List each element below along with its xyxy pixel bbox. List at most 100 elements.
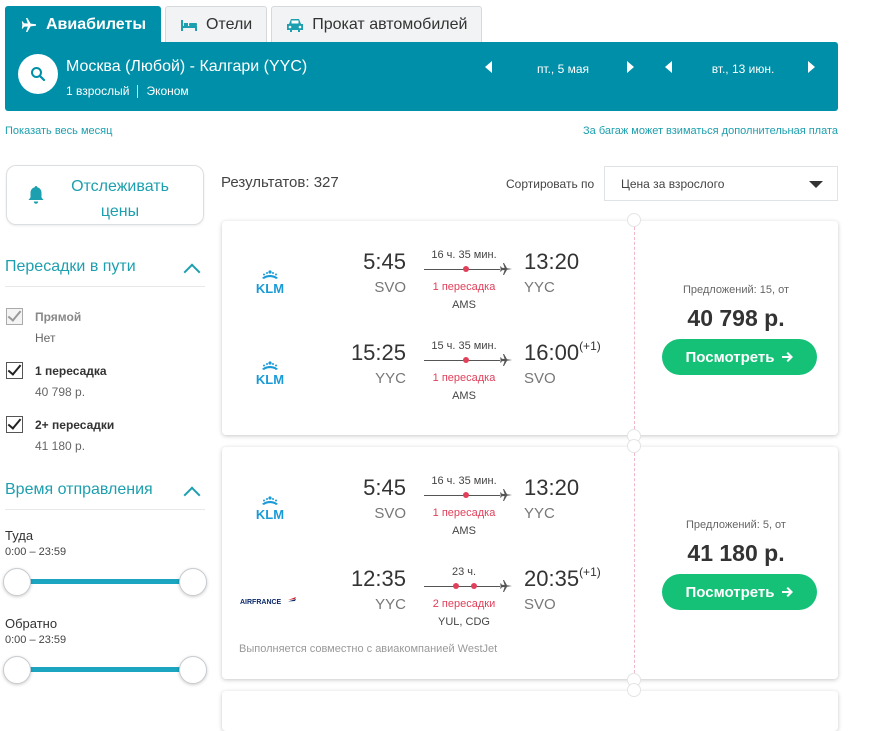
departure-airport: YYC bbox=[375, 370, 406, 387]
show-month-link[interactable]: Показать весь месяц bbox=[5, 125, 113, 137]
tab-flights[interactable]: Авиабилеты bbox=[5, 6, 161, 42]
stops-option-two-price: 41 180 р. bbox=[35, 439, 86, 453]
return-next-arrow-icon[interactable] bbox=[808, 61, 815, 73]
stops-count: 2 пересадки bbox=[432, 598, 496, 610]
result-card[interactable]: KLM 5:45 SVO 16 ч. 35 мин. 1 пересадка A… bbox=[222, 439, 838, 687]
baggage-fee-link[interactable]: За багаж может взиматься дополнительная … bbox=[583, 125, 838, 137]
result-card[interactable] bbox=[222, 683, 838, 731]
return-date[interactable]: вт., 13 июн. bbox=[711, 62, 775, 76]
departure-time: 5:45 bbox=[363, 475, 406, 500]
flight-duration: 15 ч. 35 мин. bbox=[431, 340, 497, 352]
checkbox-one-stop[interactable] bbox=[6, 361, 23, 379]
bed-icon bbox=[180, 16, 198, 34]
chevron-down-icon bbox=[809, 181, 823, 188]
outbound-slider-min-handle[interactable] bbox=[3, 568, 31, 596]
klm-logo-text: KLM bbox=[256, 281, 284, 296]
departure-airport: YYC bbox=[375, 596, 406, 613]
track-prices-label: Отслеживать цены bbox=[71, 178, 169, 220]
depart-date[interactable]: пт., 5 мая bbox=[536, 62, 590, 76]
departure-time: 15:25 bbox=[350, 340, 406, 365]
route-text[interactable]: Москва (Любой) - Калгари (YYC) bbox=[66, 58, 308, 75]
arrival-airport: SVO bbox=[524, 370, 556, 387]
checkbox-direct[interactable] bbox=[6, 307, 23, 325]
stops-option-direct-label: Прямой bbox=[35, 310, 82, 324]
plane-icon bbox=[500, 489, 512, 501]
departure-time-filter-title[interactable]: Время отправления bbox=[5, 481, 153, 498]
klm-logo: KLM bbox=[240, 269, 300, 299]
car-icon bbox=[286, 16, 304, 34]
check-icon bbox=[7, 361, 22, 376]
cabin-text: Эконом bbox=[146, 84, 189, 98]
return-prev-arrow-icon[interactable] bbox=[665, 61, 672, 73]
price: 40 798 р. bbox=[687, 305, 785, 331]
flight-duration: 16 ч. 35 мин. bbox=[431, 475, 497, 487]
stops-filter-title[interactable]: Пересадки в пути bbox=[5, 258, 136, 275]
airfrance-logo-text: AIRFRANCE bbox=[240, 599, 282, 606]
next-day-marker: (+1) bbox=[579, 338, 601, 353]
return-slider-track[interactable] bbox=[16, 667, 194, 672]
return-slider-range: 0:00 – 23:59 bbox=[5, 634, 67, 646]
plane-icon bbox=[500, 580, 512, 592]
klm-logo-text: KLM bbox=[256, 372, 284, 387]
codeshare-note: Выполняется совместно с авиакомпанией We… bbox=[239, 643, 498, 655]
track-prices-button[interactable]: Отслеживать цены bbox=[6, 165, 204, 225]
depart-next-arrow-icon[interactable] bbox=[627, 61, 634, 73]
view-deal-label: Посмотреть bbox=[685, 583, 775, 601]
stops-option-one-price: 40 798 р. bbox=[35, 385, 86, 399]
flight-leg-outbound[interactable]: KLM 5:45 SVO 16 ч. 35 мин. 1 пересадка A… bbox=[222, 249, 634, 319]
stop-dot bbox=[453, 583, 459, 589]
sort-select[interactable]: Цена за взрослого bbox=[604, 166, 838, 201]
check-icon bbox=[7, 415, 22, 430]
klm-logo: KLM bbox=[240, 495, 300, 525]
sort-select-value: Цена за взрослого bbox=[621, 177, 725, 191]
view-deal-button[interactable]: Посмотреть bbox=[662, 574, 817, 610]
flight-leg-return[interactable]: AIRFRANCE 12:35 YYC 23 ч. 2 пересадки YU… bbox=[222, 565, 634, 636]
chevron-up-icon[interactable] bbox=[183, 486, 201, 504]
stop-dot bbox=[463, 357, 469, 363]
tab-car-rental[interactable]: Прокат автомобилей bbox=[271, 6, 483, 42]
plane-icon bbox=[500, 354, 512, 366]
outbound-slider-max-handle[interactable] bbox=[179, 568, 207, 596]
arrival-time: 13:20 bbox=[524, 475, 580, 500]
stop-dot bbox=[463, 492, 469, 498]
depart-prev-arrow-icon[interactable] bbox=[485, 61, 492, 73]
airfrance-logo: AIRFRANCE bbox=[240, 586, 300, 616]
route-line bbox=[424, 360, 500, 361]
tab-hotels[interactable]: Отели bbox=[164, 6, 268, 42]
outbound-slider-track[interactable] bbox=[16, 579, 194, 584]
arrival-airport: YYC bbox=[524, 279, 555, 296]
check-icon bbox=[7, 307, 22, 322]
stop-dot bbox=[471, 583, 477, 589]
departure-airport: SVO bbox=[374, 505, 406, 522]
tab-hotels-label: Отели bbox=[205, 15, 253, 33]
stop-dot bbox=[463, 266, 469, 272]
flight-duration: 16 ч. 35 мин. bbox=[431, 249, 497, 261]
arrow-right-icon bbox=[781, 587, 793, 597]
arrival-time: 13:20 bbox=[524, 249, 580, 274]
return-slider-label: Обратно bbox=[5, 616, 58, 631]
ticket-notch bbox=[627, 439, 641, 453]
ticket-notch bbox=[627, 683, 641, 697]
checkbox-two-plus-stops[interactable] bbox=[6, 415, 23, 433]
chevron-up-icon[interactable] bbox=[183, 263, 201, 281]
view-deal-button[interactable]: Посмотреть bbox=[662, 339, 817, 375]
result-card[interactable]: KLM 5:45 SVO 16 ч. 35 мин. 1 пересадка A… bbox=[222, 213, 838, 443]
passenger-cabin-row[interactable]: 1 взрослый Эконом bbox=[66, 84, 189, 98]
separator bbox=[137, 84, 139, 98]
return-slider-min-handle[interactable] bbox=[3, 656, 31, 684]
offers-count: Предложений: 15, от bbox=[682, 284, 790, 296]
search-icon[interactable] bbox=[18, 54, 58, 94]
flight-leg-outbound[interactable]: KLM 5:45 SVO 16 ч. 35 мин. 1 пересадка A… bbox=[222, 475, 634, 545]
klm-logo: KLM bbox=[240, 360, 300, 390]
outbound-slider-label: Туда bbox=[5, 528, 34, 543]
search-summary-bar[interactable]: Москва (Любой) - Калгари (YYC) 1 взрослы… bbox=[5, 42, 838, 111]
stopover-airports: AMS bbox=[452, 525, 476, 537]
flight-leg-return[interactable]: KLM 15:25 YYC 15 ч. 35 мин. 1 пересадка … bbox=[222, 338, 634, 410]
return-slider-max-handle[interactable] bbox=[179, 656, 207, 684]
sort-label: Сортировать по bbox=[506, 177, 595, 191]
divider bbox=[5, 509, 205, 510]
arrival-airport: SVO bbox=[524, 596, 556, 613]
flight-duration: 23 ч. bbox=[451, 566, 477, 578]
departure-time: 12:35 bbox=[350, 566, 406, 591]
plane-icon bbox=[20, 16, 38, 34]
